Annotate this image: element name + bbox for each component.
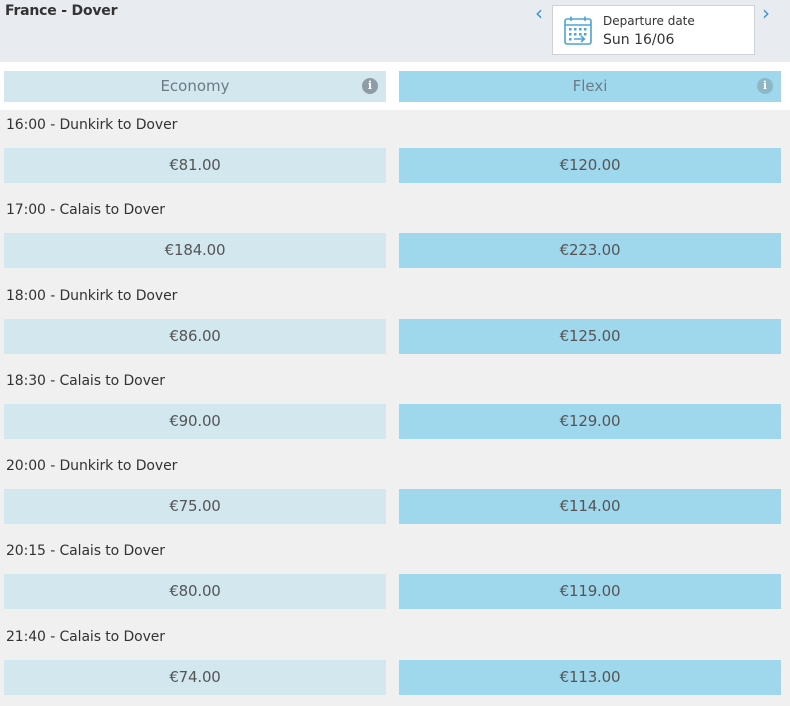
- sailing-row: 21:40 - Calais to Dover €74.00 €113.00: [0, 622, 790, 706]
- info-icon[interactable]: i: [362, 78, 378, 94]
- departure-date-label: Departure date: [603, 14, 695, 28]
- flexi-fare-button[interactable]: €125.00: [399, 318, 781, 354]
- sailing-title: 16:00 - Dunkirk to Dover: [6, 117, 178, 133]
- economy-fare-button[interactable]: €86.00: [4, 318, 386, 354]
- sailing-title: 20:00 - Dunkirk to Dover: [6, 458, 178, 475]
- flexi-column-label: Flexi: [572, 77, 608, 95]
- sailing-row: 16:00 - Dunkirk to Dover €81.00 €120.00: [0, 110, 790, 195]
- flexi-fare-button[interactable]: €114.00: [399, 489, 781, 525]
- calendar-icon: [564, 16, 592, 45]
- sailing-title: 21:40 - Calais to Dover: [6, 628, 165, 645]
- flexi-fare-button[interactable]: €113.00: [399, 659, 781, 695]
- sailing-row: 18:00 - Dunkirk to Dover €86.00 €125.00: [0, 281, 790, 366]
- economy-fare-button[interactable]: €75.00: [4, 489, 386, 525]
- sailing-title: 20:15 - Calais to Dover: [6, 543, 165, 560]
- economy-column-header: Economy i: [4, 71, 386, 102]
- sailing-title: 17:00 - Calais to Dover: [6, 202, 165, 219]
- flexi-column-header: Flexi i: [399, 71, 781, 102]
- sailing-title: 18:30 - Calais to Dover: [6, 372, 165, 389]
- economy-column-label: Economy: [160, 77, 230, 95]
- sailing-row: 17:00 - Calais to Dover €184.00 €223.00: [0, 195, 790, 280]
- sailing-list: 16:00 - Dunkirk to Dover €81.00 €120.00 …: [0, 110, 790, 706]
- economy-fare-button[interactable]: €90.00: [4, 403, 386, 439]
- economy-fare-button[interactable]: €184.00: [4, 233, 386, 269]
- flexi-fare-button[interactable]: €129.00: [399, 403, 781, 439]
- route-header: France - Dover ‹ Departure date Sun 16/0…: [0, 0, 790, 62]
- economy-fare-button[interactable]: €74.00: [4, 659, 386, 695]
- sailing-row: 20:00 - Dunkirk to Dover €75.00 €114.00: [0, 451, 790, 536]
- departure-date-value: Sun 16/06: [603, 32, 675, 48]
- economy-fare-button[interactable]: €81.00: [4, 148, 386, 183]
- route-title: France - Dover: [5, 3, 118, 19]
- chevron-right-icon[interactable]: ›: [762, 1, 770, 25]
- departure-date-picker[interactable]: Departure date Sun 16/06: [552, 5, 755, 55]
- sailing-title: 18:00 - Dunkirk to Dover: [6, 287, 178, 304]
- chevron-left-icon[interactable]: ‹: [535, 1, 543, 25]
- flexi-fare-button[interactable]: €223.00: [399, 233, 781, 269]
- info-icon[interactable]: i: [757, 78, 773, 94]
- sailing-row: 18:30 - Calais to Dover €90.00 €129.00: [0, 366, 790, 451]
- flexi-fare-button[interactable]: €119.00: [399, 574, 781, 610]
- sailing-row: 20:15 - Calais to Dover €80.00 €119.00: [0, 536, 790, 621]
- economy-fare-button[interactable]: €80.00: [4, 574, 386, 610]
- flexi-fare-button[interactable]: €120.00: [399, 148, 781, 183]
